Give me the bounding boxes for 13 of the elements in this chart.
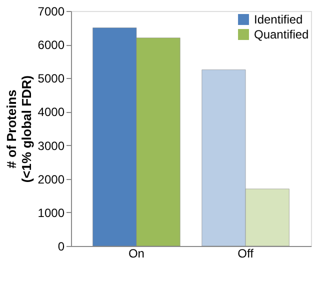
y-tick-label: 6000 [38,38,65,52]
y-tick-label: 4000 [38,105,65,120]
y-tick-label: 0 [58,240,65,254]
y-tick-label: 5000 [38,72,65,86]
x-tick-label: On [128,246,144,260]
legend-label: Quantified [254,28,309,42]
y-tick-label: 3000 [38,138,65,153]
y-tick-label: 2000 [38,172,65,186]
y-tick-label: 1000 [38,206,65,220]
legend-label: Identified [254,12,303,26]
y-axis-title: # of Proteins (<1% global FDR) [4,75,34,183]
y-tick-label: 7000 [38,4,65,18]
x-tick-label: Off [238,246,254,260]
